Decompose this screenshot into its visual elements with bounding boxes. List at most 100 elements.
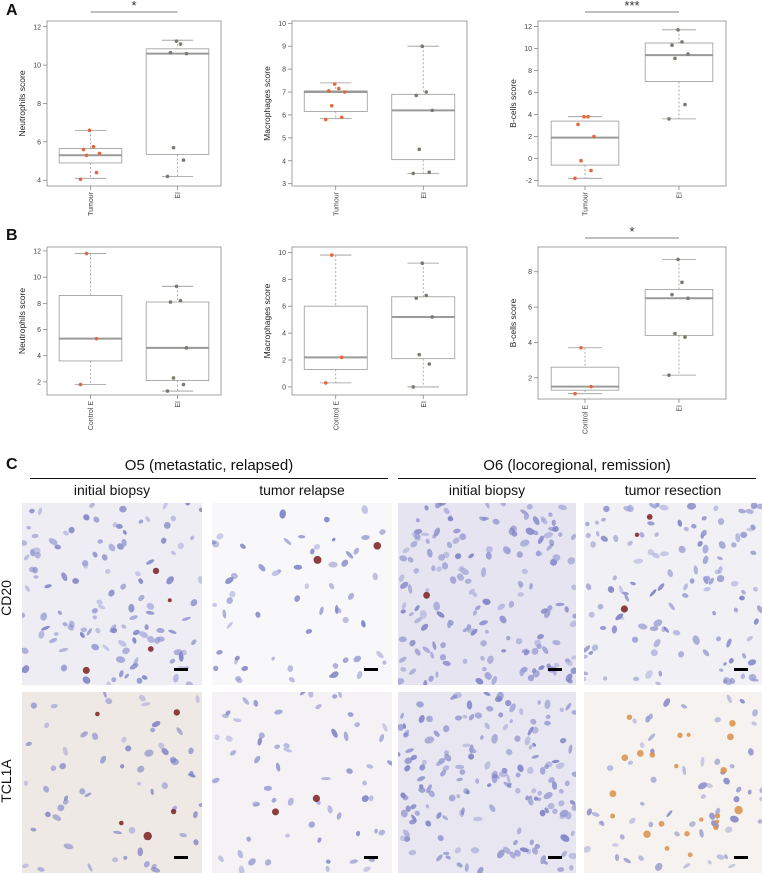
nucleus — [263, 785, 272, 791]
nucleus — [531, 647, 539, 655]
nucleus — [756, 605, 762, 613]
nucleus — [305, 628, 313, 634]
stained-cell — [658, 820, 665, 827]
stained-cell — [674, 763, 679, 769]
nucleus — [378, 829, 386, 836]
nucleus — [442, 765, 450, 772]
data-point — [174, 284, 179, 289]
nucleus — [501, 767, 508, 774]
nucleus — [179, 832, 188, 838]
nucleus — [456, 573, 464, 581]
nucleus — [590, 541, 596, 548]
nucleus — [44, 584, 52, 589]
data-point — [673, 331, 677, 336]
panel-letter-b: B — [6, 227, 18, 244]
nucleus — [403, 732, 409, 738]
nucleus — [112, 857, 119, 863]
nucleus — [501, 649, 507, 653]
nucleus — [630, 581, 636, 586]
y-tick-label: 4 — [282, 158, 286, 165]
nucleus — [546, 543, 554, 551]
nucleus — [59, 762, 67, 770]
nucleus — [606, 765, 614, 771]
nucleus — [532, 670, 540, 678]
nucleus — [399, 835, 407, 842]
nucleus — [405, 805, 411, 812]
data-point — [332, 82, 337, 86]
nucleus — [464, 578, 472, 584]
nucleus — [401, 602, 407, 610]
nucleus — [57, 610, 62, 615]
nucleus — [537, 700, 541, 705]
y-axis-label: Macrophages score — [262, 66, 272, 141]
nucleus — [33, 575, 39, 579]
y-tick-label: 10 — [278, 21, 286, 28]
data-point — [576, 122, 580, 127]
nucleus — [139, 631, 148, 638]
data-point — [94, 336, 99, 341]
data-point — [168, 50, 173, 55]
nucleus — [411, 814, 417, 822]
y-tick-label: 5 — [282, 135, 286, 142]
stained-cell — [687, 852, 693, 858]
nucleus — [751, 721, 757, 726]
y-tick-label: 4 — [37, 178, 41, 185]
group-title-o5: O5 (metastatic, relapsed) — [124, 457, 294, 474]
nucleus — [405, 748, 414, 753]
nucleus — [485, 546, 493, 553]
nucleus — [145, 516, 151, 522]
nucleus — [600, 535, 608, 542]
nucleus — [462, 743, 471, 748]
nucleus — [535, 550, 541, 557]
nucleus — [151, 863, 157, 869]
nucleus — [456, 862, 463, 868]
nucleus — [542, 646, 549, 655]
nucleus — [168, 629, 177, 634]
nucleus — [517, 764, 524, 773]
nucleus — [519, 539, 530, 547]
nucleus — [552, 808, 558, 815]
stained-cell — [643, 830, 651, 838]
tissue-texture — [22, 692, 202, 873]
nucleus — [62, 799, 69, 805]
micrograph-tcl1a-o5-initial-biopsy — [22, 692, 202, 873]
tissue-texture — [584, 694, 762, 871]
significance-marker: * — [629, 224, 634, 239]
stained-cell — [152, 567, 160, 575]
nucleus — [433, 730, 440, 737]
nucleus — [430, 651, 435, 659]
nucleus — [248, 858, 256, 866]
nucleus — [234, 657, 239, 665]
stained-cell — [727, 733, 734, 741]
nucleus — [22, 540, 28, 546]
nucleus — [212, 540, 220, 548]
nucleus — [50, 765, 57, 772]
nucleus — [49, 637, 58, 644]
nucleus — [571, 584, 576, 591]
nucleus — [420, 532, 430, 537]
boxplot-a1: 4 6 8 10 12 Neutrophils score Tumour EI * — [17, 0, 222, 216]
nucleus — [516, 827, 522, 835]
nucleus — [79, 632, 85, 638]
nucleus — [408, 849, 417, 856]
nucleus — [92, 551, 98, 558]
nucleus — [571, 804, 576, 811]
nucleus — [557, 504, 568, 510]
data-point — [573, 176, 577, 181]
nucleus — [271, 656, 275, 661]
y-tick-label: 2 — [37, 379, 41, 386]
x-tick-label: EI — [175, 401, 182, 408]
nucleus — [332, 694, 338, 699]
data-point — [84, 251, 89, 256]
boxplot-a2: 3 4 5 6 7 8 9 10 Macrophages score Tumour EI — [262, 20, 468, 216]
nucleus — [338, 692, 342, 698]
nucleus — [425, 588, 430, 593]
stained-cell — [621, 754, 629, 761]
x-tick-label: Control E — [333, 401, 340, 431]
nucleus — [446, 541, 453, 549]
nucleus — [234, 655, 240, 661]
nucleus — [491, 770, 498, 779]
nucleus — [667, 569, 673, 578]
nucleus — [361, 622, 366, 627]
nucleus — [37, 867, 45, 872]
